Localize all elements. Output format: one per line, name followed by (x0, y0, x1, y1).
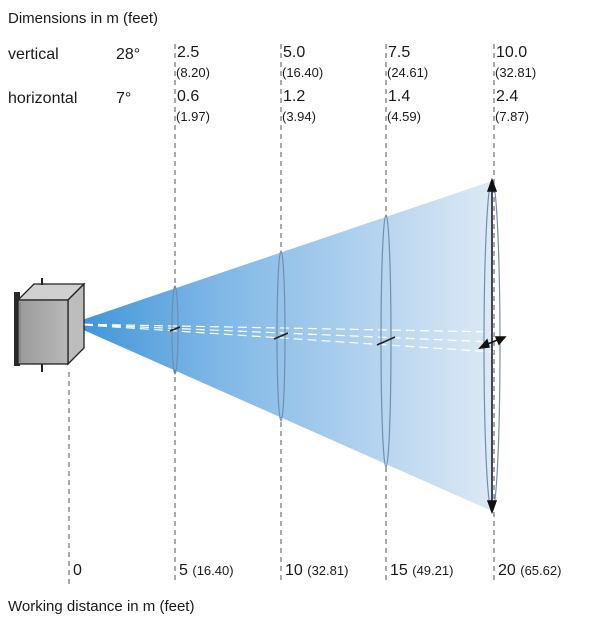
horizontal-value-ft: (7.87) (495, 109, 529, 124)
distance-label: 5 (16.40) (179, 562, 234, 579)
diagram-title: Dimensions in m (feet) (8, 10, 159, 27)
horizontal-value-m: 2.4 (496, 88, 519, 105)
row-angle-vertical: 28° (116, 46, 141, 63)
vertical-value-ft: (8.20) (176, 65, 210, 80)
vertical-value-m: 5.0 (283, 44, 306, 61)
vertical-value-ft: (16.40) (282, 65, 324, 80)
sensor-icon (14, 278, 86, 372)
row-angle-horizontal: 7° (116, 90, 132, 107)
row-label-horizontal: horizontal (8, 90, 78, 107)
row-label-vertical: vertical (8, 46, 59, 63)
horizontal-beam-lines (69, 323, 495, 353)
arrow-down-icon (486, 500, 498, 515)
horizontal-value-ft: (4.59) (387, 109, 421, 124)
footer-caption: Working distance in m (feet) (8, 598, 195, 615)
vertical-value-m: 2.5 (177, 44, 200, 61)
vertical-value-ft: (32.81) (495, 65, 537, 80)
distance-label: 0 (73, 562, 82, 579)
arrow-up-icon (486, 177, 498, 192)
horizontal-value-ft: (1.97) (176, 109, 210, 124)
horizontal-value-m: 0.6 (177, 88, 200, 105)
vertical-value-ft: (24.61) (387, 65, 429, 80)
vertical-value-m: 7.5 (388, 44, 411, 61)
horizontal-value-ft: (3.94) (282, 109, 316, 124)
cross-section-10 (276, 250, 286, 422)
distance-label: 10 (32.81) (285, 562, 349, 579)
dimension-arrows (478, 177, 507, 515)
arrow-left-icon (478, 338, 490, 349)
horizontal-value-m: 1.2 (283, 88, 306, 105)
distance-label: 20 (65.62) (498, 562, 562, 579)
cross-section-15 (380, 214, 392, 468)
distance-label: 15 (49.21) (390, 562, 454, 579)
beam-cone (70, 181, 492, 511)
vertical-value-m: 10.0 (496, 44, 528, 61)
arrow-right-icon (494, 336, 507, 346)
horizontal-value-m: 1.4 (388, 88, 411, 105)
horizontal-width-marks (169, 326, 396, 346)
